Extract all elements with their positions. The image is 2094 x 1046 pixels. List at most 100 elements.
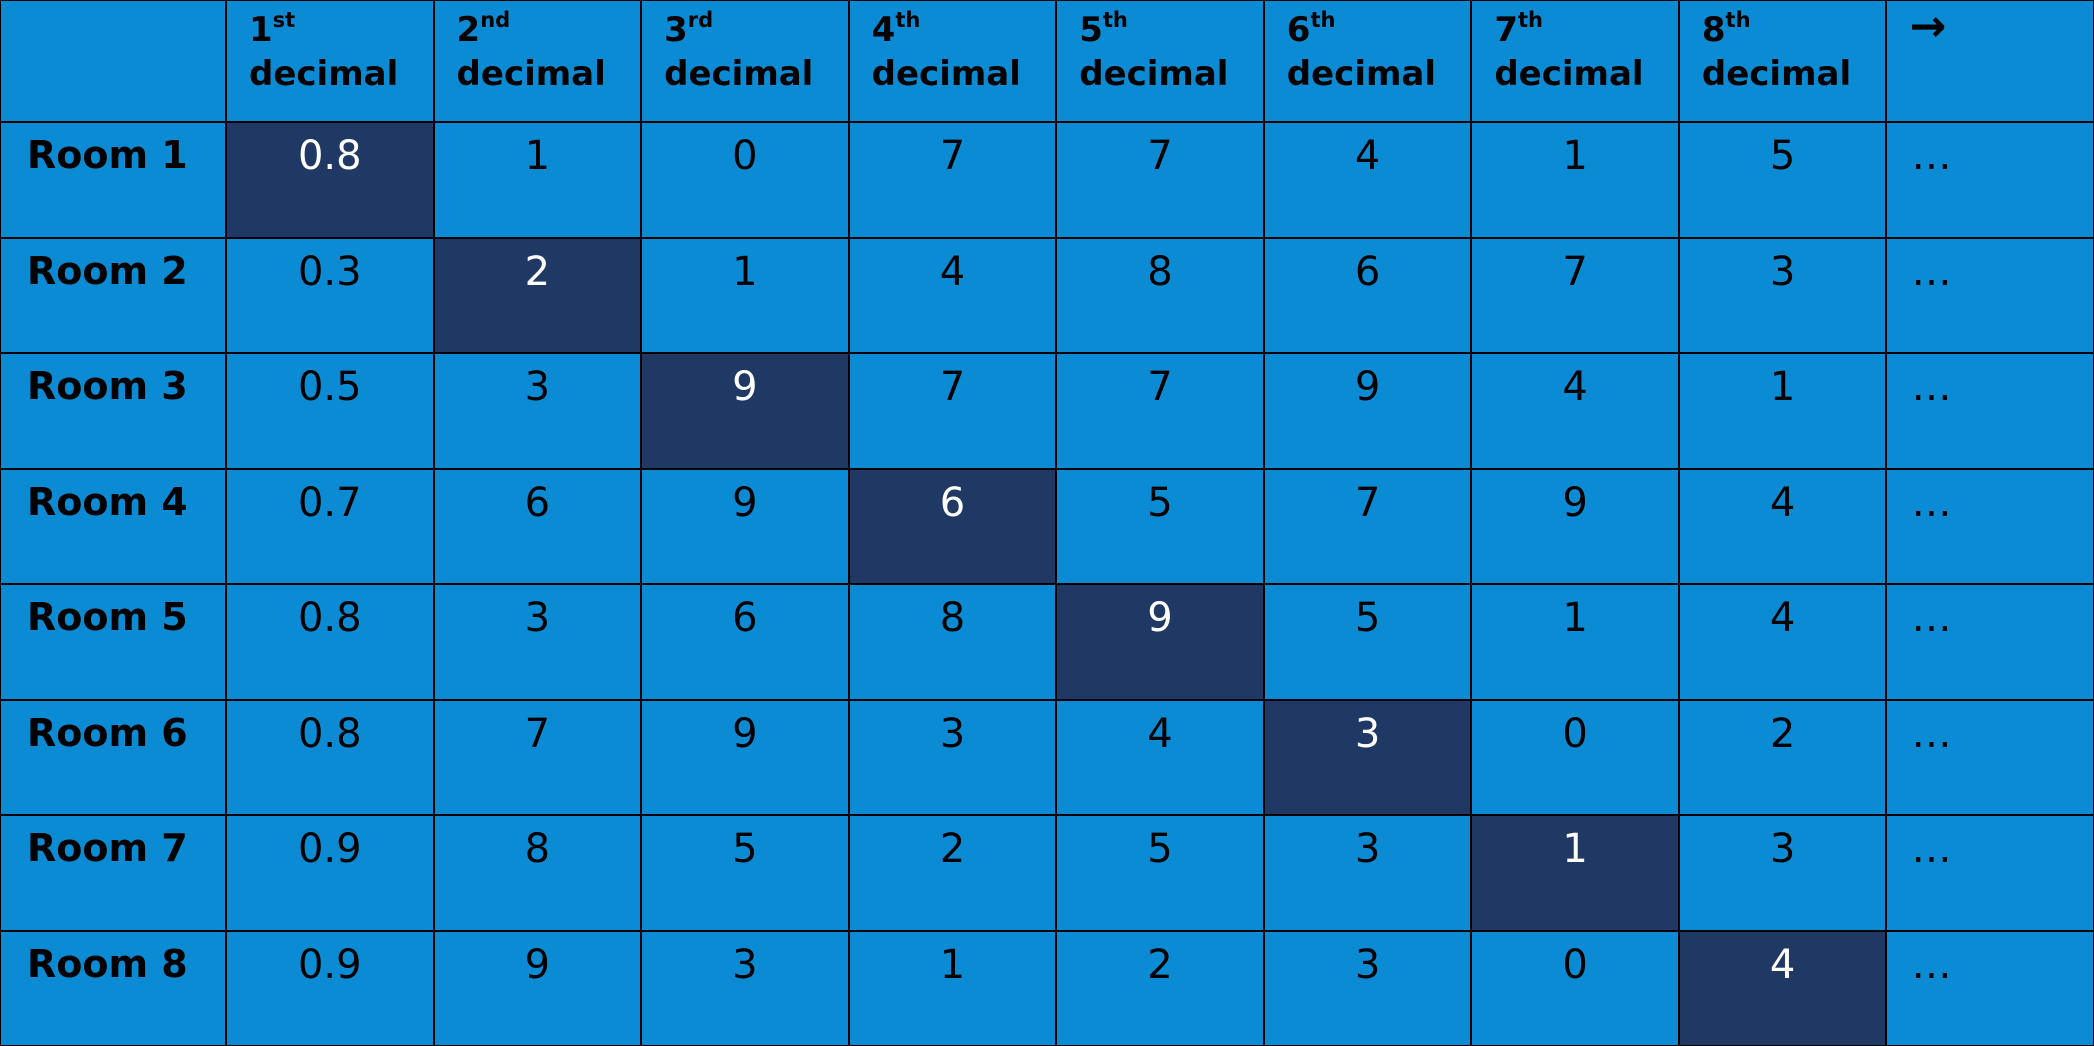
header-cell: 8th decimal [1679,1,1886,121]
header-number: 1 [249,10,273,50]
table-cell: 6 [434,469,641,583]
header-number: 2 [456,10,481,50]
table-cell: 0.3 [227,238,433,352]
table-cell: 7 [434,700,641,814]
table-cell: 9 [1057,585,1263,699]
table-cell: 0 [1472,700,1678,814]
table-cell: 2 [849,816,1056,930]
header-number: 5 [1079,10,1103,50]
table-cell: … [1887,816,2093,930]
header-suffix: th [1310,8,1336,32]
table-cell: 3 [1264,816,1471,930]
row-label: Room 4 [1,469,225,583]
table-cell: 2 [434,238,641,352]
row-label: Room 1 [1,123,225,237]
table-cell: … [1887,123,2093,237]
table-cell: 1 [1679,354,1886,468]
table-cell: 1 [1472,816,1678,930]
row-label: Room 7 [1,816,225,930]
table-cell: 4 [1679,931,1886,1045]
table-cell: … [1887,354,2093,468]
table-cell: 5 [1264,585,1471,699]
header-suffix: rd [687,8,714,32]
table-cell: 0.9 [227,816,433,930]
header-suffix: th [895,8,921,32]
table-cell: 3 [849,700,1056,814]
header-suffix: th [1102,8,1128,32]
row-label: Room 6 [1,700,225,814]
header-cell: 7th decimal [1472,1,1678,121]
table-cell: 9 [434,931,641,1045]
table-cell: 3 [1264,931,1471,1045]
header-word: decimal [1494,54,1644,95]
header-number: 4 [871,10,896,50]
header-number: 8 [1701,10,1726,50]
header-word: decimal [456,54,606,95]
table-cell: 1 [642,238,848,352]
header-word: decimal [1286,54,1436,95]
table-cell: 1 [849,931,1056,1045]
header-number: 7 [1494,10,1518,50]
header-word: decimal [249,54,399,95]
row-label: Room 5 [1,585,225,699]
header-number: 3 [664,10,688,50]
table-cell: 1 [434,123,641,237]
table-cell: 7 [1057,354,1263,468]
header-word: decimal [1701,54,1852,95]
table-cell: 7 [849,123,1056,237]
table-cell: 6 [849,469,1056,583]
table-cell: 4 [1057,700,1263,814]
table-cell: 4 [849,238,1056,352]
header-cell: 3rd decimal [642,1,848,121]
table-cell: 9 [1264,354,1471,468]
row-label: Room 3 [1,354,225,468]
header-cell: 4th decimal [849,1,1056,121]
row-label: Room 2 [1,238,225,352]
table-cell: 9 [642,354,848,468]
table-cell: 9 [642,700,848,814]
table-cell: 9 [1472,469,1678,583]
table-cell: 8 [1057,238,1263,352]
table-cell: 3 [434,585,641,699]
table-cell: 3 [642,931,848,1045]
corner-cell [1,1,225,121]
table-cell: 2 [1057,931,1263,1045]
table-cell: 0.8 [227,700,433,814]
header-word: decimal [871,54,1021,95]
table-cell: 3 [1679,238,1886,352]
table-cell: 6 [642,585,848,699]
table-cell: 3 [1679,816,1886,930]
table-cell: 4 [1679,469,1886,583]
table-cell: … [1887,931,2093,1045]
table-cell: 0.8 [227,585,433,699]
table-cell: … [1887,469,2093,583]
table-cell: 5 [642,816,848,930]
table-cell: 4 [1264,123,1471,237]
table-cell: 4 [1472,354,1678,468]
table-cell: 0.5 [227,354,433,468]
header-number: 6 [1286,10,1311,50]
table-cell: 1 [1472,123,1678,237]
header-cell: 2nd decimal [434,1,641,121]
table-cell: 7 [1264,469,1471,583]
table-cell: 6 [1264,238,1471,352]
header-arrow: → [1887,1,2093,121]
table-cell: 3 [434,354,641,468]
table-cell: … [1887,238,2093,352]
table-cell: 5 [1057,816,1263,930]
header-suffix: th [1518,8,1543,32]
header-cell: 6th decimal [1264,1,1471,121]
table-cell: 1 [1472,585,1678,699]
table-cell: 8 [434,816,641,930]
table-cell: 2 [1679,700,1886,814]
table-cell: 5 [1057,469,1263,583]
header-suffix: nd [480,8,511,32]
table-cell: 0.8 [227,123,433,237]
header-suffix: st [272,8,296,32]
table-cell: 4 [1679,585,1886,699]
table-cell: … [1887,700,2093,814]
table-cell: 0.9 [227,931,433,1045]
row-label: Room 8 [1,931,225,1045]
